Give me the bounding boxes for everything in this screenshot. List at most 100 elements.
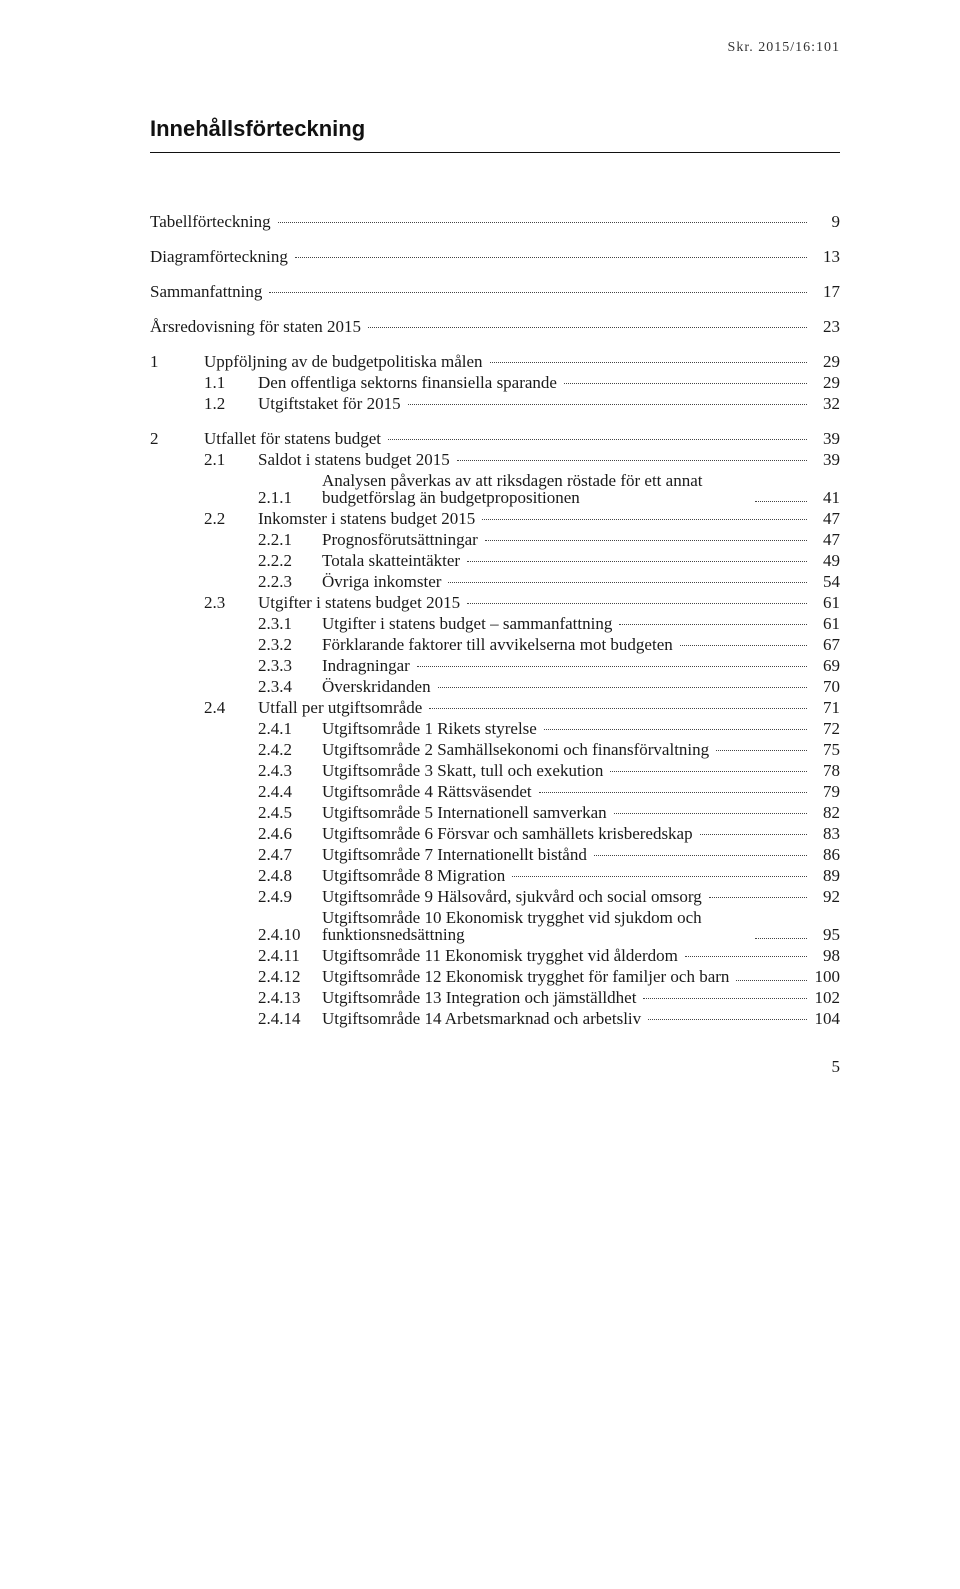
- toc-entry-number: 2.3.4: [258, 678, 322, 695]
- toc-entry-label: Utgiftsområde 4 Rättsväsendet: [322, 783, 536, 800]
- toc-entry-page: 23: [810, 318, 840, 335]
- toc-leader-dots: [278, 222, 807, 223]
- toc-entry: 2.2.2Totala skatteintäkter49: [150, 552, 840, 569]
- toc-entry: 2.4.14Utgiftsområde 14 Arbetsmarknad och…: [150, 1010, 840, 1027]
- toc-entry: 2.1.1Analysen påverkas av att riksdagen …: [150, 472, 840, 506]
- toc-entry: Årsredovisning för staten 2015 23: [150, 318, 840, 335]
- toc-entry-label: Utgiftsområde 13 Integration och jämstäl…: [322, 989, 640, 1006]
- toc-entry: 2Utfallet för statens budget39: [150, 430, 840, 447]
- toc-entry-page: 98: [810, 947, 840, 964]
- toc-entry: 1.2Utgiftstaket för 201532: [150, 395, 840, 412]
- toc-leader-dots: [448, 582, 807, 583]
- toc-leader-dots: [700, 834, 807, 835]
- toc-entry-page: 49: [810, 552, 840, 569]
- toc-leader-dots: [544, 729, 807, 730]
- toc-leader-dots: [610, 771, 807, 772]
- toc-entry-page: 13: [810, 248, 840, 265]
- toc-entry-page: 71: [810, 699, 840, 716]
- table-of-contents: Tabellförteckning9 Diagramförteckning 13 Sa…: [150, 213, 840, 1027]
- toc-leader-dots: [269, 292, 807, 293]
- toc-entry-page: 69: [810, 657, 840, 674]
- toc-entry: 2.4.9Utgiftsområde 9 Hälsovård, sjukvård…: [150, 888, 840, 905]
- toc-entry-label: Utgiftsområde 3 Skatt, tull och exekutio…: [322, 762, 607, 779]
- page-title: Innehållsförteckning: [150, 116, 840, 153]
- toc-entry: 2.4.12Utgiftsområde 12 Ekonomisk trygghe…: [150, 968, 840, 985]
- toc-entry-number: 2.4.4: [258, 783, 322, 800]
- toc-entry-page: 92: [810, 888, 840, 905]
- toc-entry-number: 2.4.13: [258, 989, 322, 1006]
- toc-entry: 2.4.4Utgiftsområde 4 Rättsväsendet79: [150, 783, 840, 800]
- toc-entry-number: 2.1.1: [258, 489, 322, 506]
- toc-entry: 2.2.1Prognosförutsättningar 47: [150, 531, 840, 548]
- toc-entry-page: 100: [810, 968, 840, 985]
- toc-entry-page: 78: [810, 762, 840, 779]
- toc-entry-page: 82: [810, 804, 840, 821]
- toc-entry-label: Indragningar: [322, 657, 414, 674]
- toc-entry-number: 2.4.2: [258, 741, 322, 758]
- toc-entry-label: Utgiftsområde 6 Försvar och samhällets k…: [322, 825, 697, 842]
- toc-entry: 2.2Inkomster i statens budget 201547: [150, 510, 840, 527]
- toc-leader-dots: [467, 603, 807, 604]
- toc-entry: 2.4.5Utgiftsområde 5 Internationell samv…: [150, 804, 840, 821]
- toc-entry: 2.4.3Utgiftsområde 3 Skatt, tull och exe…: [150, 762, 840, 779]
- toc-entry-number: 2.4.1: [258, 720, 322, 737]
- toc-entry-label: Utgiftsområde 5 Internationell samverkan: [322, 804, 611, 821]
- toc-entry-label: Årsredovisning för staten 2015: [150, 318, 365, 335]
- toc-entry: 2.4.7Utgiftsområde 7 Internationellt bis…: [150, 846, 840, 863]
- toc-entry: 2.3.4Överskridanden70: [150, 678, 840, 695]
- toc-entry: Diagramförteckning 13: [150, 248, 840, 265]
- toc-entry-label: Diagramförteckning: [150, 248, 292, 265]
- toc-leader-dots: [539, 792, 807, 793]
- toc-entry: 2.4Utfall per utgiftsområde71: [150, 699, 840, 716]
- toc-entry-label: Prognosförutsättningar: [322, 531, 482, 548]
- toc-entry-page: 29: [810, 353, 840, 370]
- toc-leader-dots: [295, 257, 807, 258]
- toc-entry-label: Saldot i statens budget 2015: [258, 451, 454, 468]
- toc-entry-label: Tabellförteckning: [150, 213, 275, 230]
- toc-entry: 2.4.2Utgiftsområde 2 Samhällsekonomi och…: [150, 741, 840, 758]
- toc-entry-label: Sammanfattning: [150, 283, 266, 300]
- toc-entry-page: 70: [810, 678, 840, 695]
- toc-leader-dots: [482, 519, 807, 520]
- toc-entry-number: 2.4.11: [258, 947, 322, 964]
- toc-entry-page: 32: [810, 395, 840, 412]
- toc-entry-page: 104: [810, 1010, 840, 1027]
- toc-leader-dots: [467, 561, 807, 562]
- toc-entry-label: Utfall per utgiftsområde: [258, 699, 426, 716]
- toc-entry-number: 2.4.8: [258, 867, 322, 884]
- toc-entry-label: Inkomster i statens budget 2015: [258, 510, 479, 527]
- toc-entry-label: Utgiftsområde 12 Ekonomisk trygghet för …: [322, 968, 733, 985]
- toc-entry-page: 67: [810, 636, 840, 653]
- toc-entry-page: 72: [810, 720, 840, 737]
- toc-entry-number: 2.2.1: [258, 531, 322, 548]
- toc-entry-number: 2.4.7: [258, 846, 322, 863]
- toc-leader-dots: [709, 897, 807, 898]
- toc-entry: Sammanfattning 17: [150, 283, 840, 300]
- toc-entry-label: Utgifter i statens budget 2015: [258, 594, 464, 611]
- toc-leader-dots: [564, 383, 807, 384]
- toc-entry-number: 2.2.3: [258, 573, 322, 590]
- toc-entry-label: Utfallet för statens budget: [204, 430, 385, 447]
- page-number: 5: [150, 1057, 840, 1077]
- toc-entry-label: Förklarande faktorer till avvikelserna m…: [322, 636, 677, 653]
- toc-entry-label: Utgiftsområde 10 Ekonomisk trygghet vid …: [322, 909, 752, 943]
- document-header: Skr. 2015/16:101: [150, 40, 840, 56]
- toc-entry-number: 1.1: [204, 374, 258, 391]
- toc-entry-label: Analysen påverkas av att riksdagen rösta…: [322, 472, 752, 506]
- toc-entry-page: 102: [810, 989, 840, 1006]
- toc-entry-label: Utgifter i statens budget – sammanfattni…: [322, 615, 616, 632]
- toc-leader-dots: [614, 813, 807, 814]
- toc-leader-dots: [755, 938, 807, 939]
- toc-entry-number: 2.2: [204, 510, 258, 527]
- toc-entry-number: 2.4.14: [258, 1010, 322, 1027]
- toc-leader-dots: [512, 876, 807, 877]
- toc-entry-page: 41: [810, 489, 840, 506]
- toc-entry-page: 47: [810, 531, 840, 548]
- toc-entry: 1.1Den offentliga sektorns finansiella s…: [150, 374, 840, 391]
- toc-entry-page: 17: [810, 283, 840, 300]
- toc-leader-dots: [485, 540, 807, 541]
- toc-entry: Tabellförteckning9: [150, 213, 840, 230]
- toc-entry-number: 2.4.3: [258, 762, 322, 779]
- toc-entry: 2.4.10Utgiftsområde 10 Ekonomisk trygghe…: [150, 909, 840, 943]
- toc-entry-label: Den offentliga sektorns finansiella spar…: [258, 374, 561, 391]
